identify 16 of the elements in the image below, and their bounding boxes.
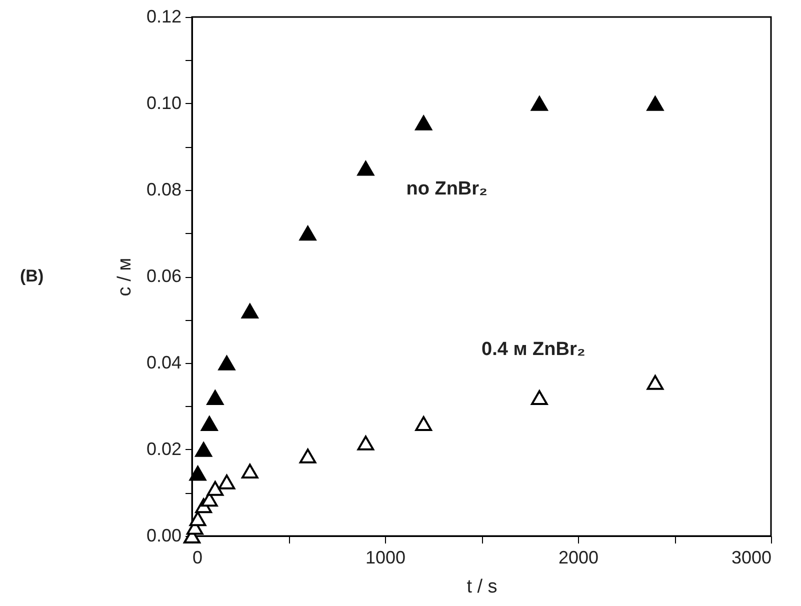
x-tick-label: 0 (192, 548, 203, 568)
y-tick-label: 0.08 (146, 180, 182, 200)
x-tick-label: 3000 (731, 548, 772, 568)
y-axis-title: c / м (114, 258, 136, 296)
y-tick-label: 0.06 (146, 266, 182, 286)
y-tick-label: 0.12 (146, 6, 182, 26)
text: (B) (20, 266, 44, 286)
x-tick-label: 2000 (558, 548, 599, 568)
text: 0.4 м ZnBr₂ (482, 339, 586, 360)
y-tick-label: 0.02 (146, 439, 182, 459)
y-tick-label: 0.00 (146, 526, 182, 546)
y-tick-label: 0.04 (146, 352, 182, 372)
x-axis-title: t / s (466, 576, 498, 598)
x-tick-label: 1000 (365, 548, 406, 568)
y-tick-label: 0.10 (146, 93, 182, 113)
series-label: no ZnBr₂ (406, 178, 488, 200)
